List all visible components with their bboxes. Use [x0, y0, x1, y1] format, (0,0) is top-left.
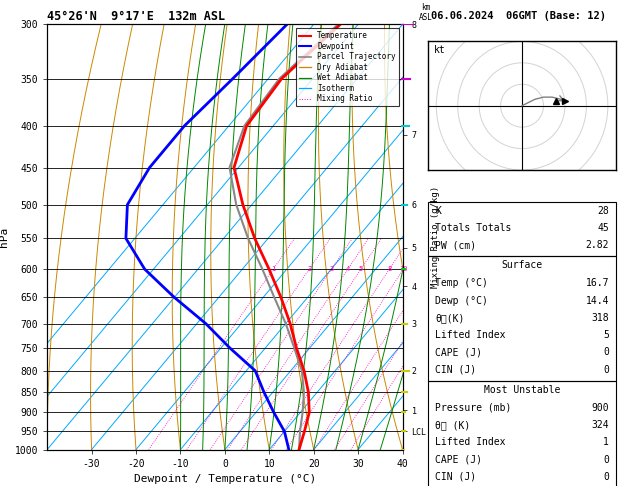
Text: 16.7: 16.7 [586, 278, 609, 288]
Text: kt: kt [433, 45, 445, 55]
Text: CAPE (J): CAPE (J) [435, 347, 482, 358]
Text: 06.06.2024  06GMT (Base: 12): 06.06.2024 06GMT (Base: 12) [431, 11, 606, 21]
Y-axis label: Mixing Ratio (g/kg): Mixing Ratio (g/kg) [431, 186, 440, 288]
Text: Temp (°C): Temp (°C) [435, 278, 488, 288]
Text: 900: 900 [591, 403, 609, 413]
Bar [428, 381, 616, 486]
Text: 45: 45 [597, 223, 609, 233]
Text: 5: 5 [603, 330, 609, 340]
Text: Most Unstable: Most Unstable [484, 385, 560, 395]
Text: 2.82: 2.82 [586, 241, 609, 250]
X-axis label: Dewpoint / Temperature (°C): Dewpoint / Temperature (°C) [134, 474, 316, 484]
Text: 5: 5 [359, 266, 363, 272]
Text: 8: 8 [387, 266, 391, 272]
Text: 28: 28 [597, 206, 609, 216]
Text: Dewp (°C): Dewp (°C) [435, 295, 488, 306]
Text: 0: 0 [603, 454, 609, 465]
Text: CIN (J): CIN (J) [435, 472, 476, 482]
Text: PW (cm): PW (cm) [435, 241, 476, 250]
Text: 324: 324 [591, 420, 609, 430]
Text: 0: 0 [603, 347, 609, 358]
Text: 1: 1 [603, 437, 609, 447]
Text: CAPE (J): CAPE (J) [435, 454, 482, 465]
Text: Surface: Surface [501, 260, 543, 270]
Bar [428, 256, 616, 381]
Text: 2: 2 [307, 266, 311, 272]
Text: Lifted Index: Lifted Index [435, 330, 506, 340]
Text: 14.4: 14.4 [586, 295, 609, 306]
Text: 10: 10 [399, 266, 408, 272]
Text: K: K [435, 206, 441, 216]
Text: Pressure (mb): Pressure (mb) [435, 403, 511, 413]
Text: θᴇ (K): θᴇ (K) [435, 420, 470, 430]
Text: 0: 0 [603, 365, 609, 375]
Text: θᴇ(K): θᴇ(K) [435, 313, 465, 323]
Text: 3: 3 [330, 266, 333, 272]
Text: 1: 1 [271, 266, 276, 272]
Text: 0: 0 [603, 472, 609, 482]
Text: 318: 318 [591, 313, 609, 323]
Text: 4: 4 [346, 266, 350, 272]
Text: Lifted Index: Lifted Index [435, 437, 506, 447]
Text: CIN (J): CIN (J) [435, 365, 476, 375]
Y-axis label: hPa: hPa [0, 227, 9, 247]
Text: Totals Totals: Totals Totals [435, 223, 511, 233]
Text: km
ASL: km ASL [419, 3, 433, 22]
Legend: Temperature, Dewpoint, Parcel Trajectory, Dry Adiabat, Wet Adiabat, Isotherm, Mi: Temperature, Dewpoint, Parcel Trajectory… [296, 28, 399, 106]
Text: 45°26'N  9°17'E  132m ASL: 45°26'N 9°17'E 132m ASL [47, 10, 225, 23]
Bar [428, 202, 616, 256]
